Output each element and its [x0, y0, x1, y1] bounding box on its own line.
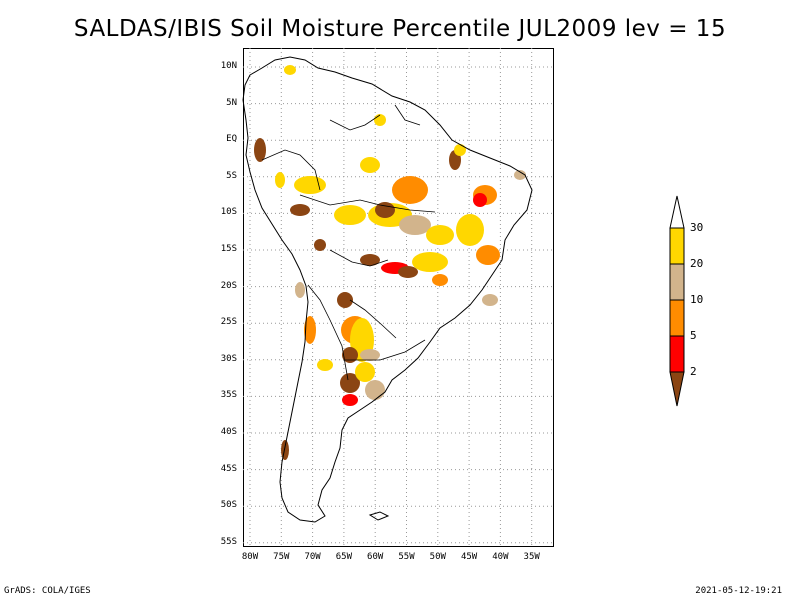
- footer-credit: GrADS: COLA/IGES: [4, 586, 91, 596]
- moisture-patch: [281, 440, 289, 460]
- lat-label: 45S: [220, 463, 237, 474]
- lon-label: 40W: [492, 552, 509, 562]
- moisture-patch: [304, 316, 316, 344]
- lat-label: 5S: [226, 170, 237, 181]
- lat-label: 25S: [220, 317, 237, 328]
- country-borders: [261, 104, 436, 381]
- moisture-patch: [476, 245, 500, 265]
- legend-label: 20: [690, 257, 704, 270]
- moisture-patch: [365, 380, 385, 400]
- moisture-patch: [342, 394, 358, 406]
- lat-label: 30S: [220, 353, 237, 364]
- moisture-patch: [317, 359, 333, 371]
- moisture-patch: [337, 292, 353, 308]
- chart-title: SALDAS/IBIS Soil Moisture Percentile JUL…: [73, 16, 727, 42]
- lat-label: 20S: [220, 280, 237, 291]
- legend-label: 5: [690, 329, 697, 342]
- moisture-patch: [454, 144, 466, 156]
- lon-label: 65W: [335, 552, 353, 562]
- legend-label: 30: [690, 221, 704, 234]
- lon-label: 55W: [398, 552, 415, 562]
- moisture-patch: [392, 176, 428, 204]
- moisture-patch: [284, 65, 296, 75]
- soil-moisture-patches: [254, 65, 526, 460]
- moisture-patch: [473, 193, 487, 207]
- lat-label: EQ: [226, 134, 237, 145]
- moisture-patch: [426, 225, 454, 245]
- lon-label: 45W: [460, 552, 478, 562]
- moisture-patch: [432, 274, 448, 286]
- moisture-patch: [290, 204, 310, 216]
- lon-label: 80W: [241, 552, 259, 562]
- lon-label: 50W: [429, 552, 446, 562]
- moisture-patch: [375, 202, 395, 218]
- lat-label: 55S: [220, 536, 237, 547]
- lat-label: 10N: [220, 61, 237, 71]
- moisture-patch: [254, 138, 266, 162]
- south-america-outline: [242, 56, 533, 523]
- lon-label: 35W: [523, 552, 540, 562]
- moisture-patch: [360, 157, 380, 173]
- lat-label: 35S: [220, 390, 237, 401]
- map-frame: [243, 48, 554, 547]
- lon-label: 60W: [367, 552, 384, 562]
- moisture-patch: [482, 294, 498, 306]
- moisture-patch: [314, 239, 326, 251]
- footer-timestamp: 2021-05-12-19:21: [695, 586, 782, 596]
- lat-label: 50S: [220, 500, 237, 511]
- moisture-patch: [334, 205, 366, 225]
- moisture-patch: [412, 252, 448, 272]
- moisture-patch: [374, 114, 386, 126]
- legend-label: 2: [690, 365, 697, 378]
- falkland-islands: [368, 511, 390, 521]
- lon-label: 75W: [273, 552, 290, 562]
- moisture-patch: [360, 254, 380, 266]
- moisture-patch: [456, 214, 484, 246]
- moisture-patch: [295, 282, 305, 298]
- moisture-patch: [399, 215, 431, 235]
- lat-label: 10S: [220, 207, 237, 218]
- lat-label: 5N: [226, 97, 237, 108]
- moisture-patch: [514, 170, 526, 180]
- moisture-patch: [294, 176, 326, 194]
- moisture-patch: [275, 172, 285, 188]
- moisture-patch: [342, 347, 358, 363]
- moisture-patch: [340, 373, 360, 393]
- coastline: [242, 56, 533, 523]
- legend-label: 10: [690, 293, 704, 306]
- map-gridlines: [243, 48, 554, 547]
- lat-label: 40S: [220, 427, 237, 437]
- moisture-patch: [355, 362, 375, 382]
- lon-label: 70W: [304, 552, 321, 562]
- lat-label: 15S: [220, 244, 237, 254]
- moisture-patch: [360, 349, 380, 361]
- moisture-patch: [398, 266, 418, 278]
